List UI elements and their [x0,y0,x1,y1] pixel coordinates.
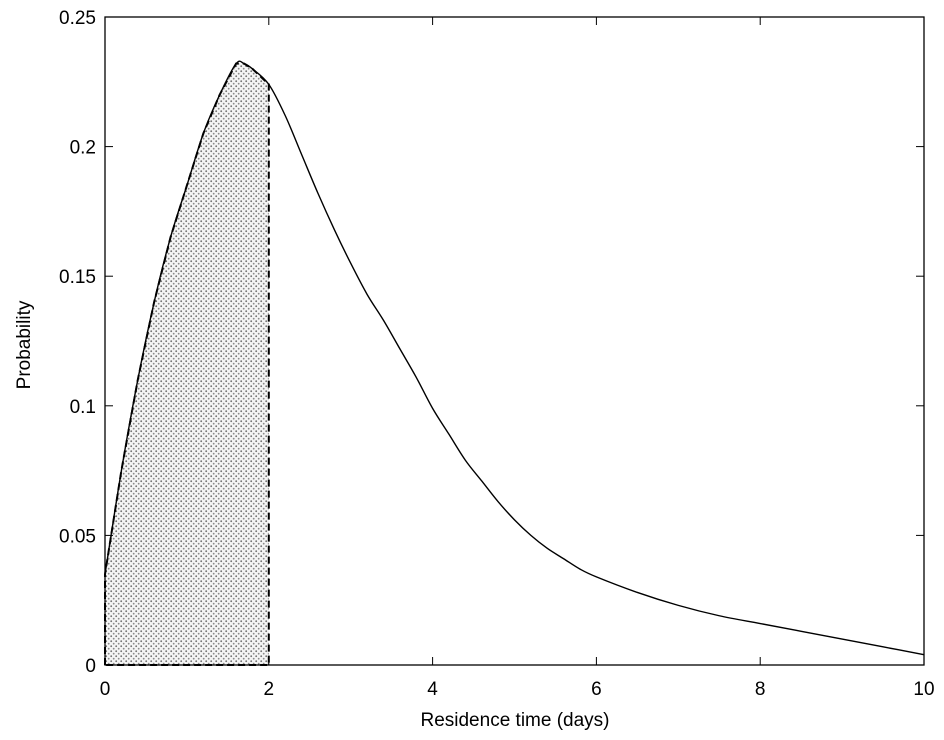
x-tick-label: 6 [591,679,602,700]
plot-frame [104,16,925,666]
y-tick-layer: 0 0.05 0.1 0.15 0.2 0.25 [59,8,924,677]
curve-layer [104,60,925,656]
y-axis-label: Probability [14,300,35,389]
x-tick-label: 10 [913,679,934,700]
y-tick-label: 0.2 [70,138,96,159]
y-tick-label: 0.05 [59,526,96,547]
x-tick-label: 8 [755,679,766,700]
x-tick-label: 0 [100,679,111,700]
y-tick-label: 0.1 [70,397,96,418]
y-tick-label: 0 [85,656,96,677]
y-tick-label: 0.25 [59,8,96,29]
x-tick-label: 2 [264,679,275,700]
x-tick-layer: 0 2 4 6 8 10 [100,17,935,700]
y-tick-label: 0.15 [59,267,96,288]
shaded-area [105,63,269,666]
x-axis-label: Residence time (days) [420,710,609,731]
probability-curve [104,60,925,656]
shaded-area-layer [104,62,270,666]
x-tick-label: 4 [427,679,438,700]
plot-frame-layer [104,16,925,666]
